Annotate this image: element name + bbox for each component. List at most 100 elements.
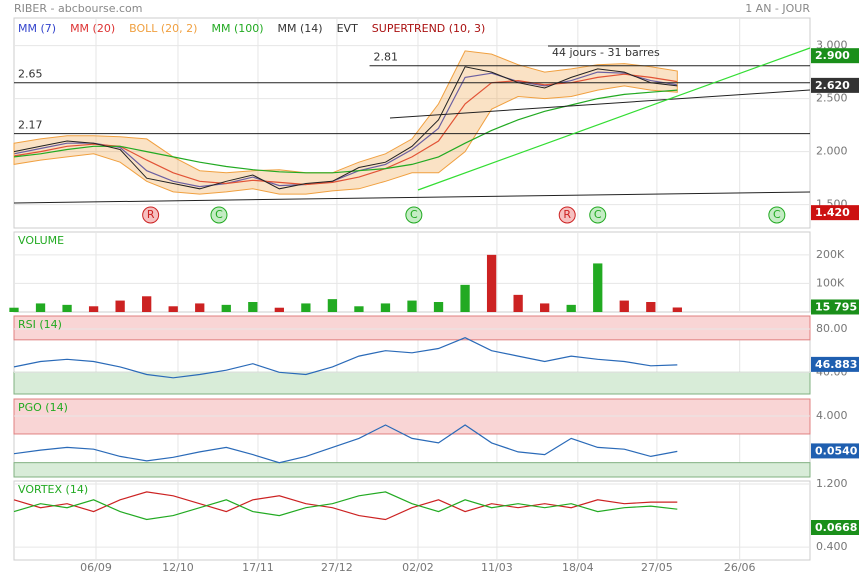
close-line	[13, 66, 678, 190]
legend-entry: MM (7)	[18, 22, 56, 35]
volume-bar	[9, 307, 19, 312]
panel-title: RSI (14)	[18, 318, 62, 331]
x-tick-label: 27/12	[321, 561, 353, 574]
series-line	[13, 491, 678, 521]
panel-title: VOLUME	[18, 234, 64, 247]
volume-bar	[168, 306, 178, 312]
panel-frame	[13, 17, 811, 229]
period: 1 AN - JOUR	[745, 2, 810, 15]
last-value-label: 46.883	[815, 358, 857, 371]
level-label: 2.65	[18, 68, 43, 81]
volume-bar	[354, 306, 364, 312]
volume-bar	[248, 302, 258, 312]
panel-frame	[13, 480, 811, 561]
event-marker	[558, 206, 576, 224]
last-value-label: 0.0540	[815, 444, 858, 457]
last-value-box	[811, 443, 859, 459]
volume-bar	[433, 302, 444, 312]
volume-bar	[619, 300, 629, 312]
trend-line	[389, 89, 811, 119]
y-tick-label: 80.00	[816, 322, 848, 335]
volume-bar	[486, 254, 497, 312]
trend-line	[417, 47, 811, 191]
last-value-box	[811, 520, 859, 535]
volume-bar	[221, 304, 231, 312]
volume-bar	[646, 302, 656, 312]
volume-bar	[593, 263, 603, 312]
volume-bar	[35, 303, 46, 312]
trend-line	[13, 191, 811, 204]
event-marker	[405, 206, 423, 224]
panel-title: PGO (14)	[18, 401, 68, 414]
panel-frame	[13, 231, 811, 313]
oversold-zone	[13, 371, 811, 395]
legend-entry: MM (100)	[211, 22, 263, 35]
price-box	[811, 77, 859, 93]
x-tick-label: 27/05	[641, 561, 673, 574]
volume-bar	[380, 303, 391, 312]
volume-bar	[327, 299, 338, 312]
price-box	[811, 48, 859, 64]
y-tick-label: 0.400	[816, 540, 848, 553]
last-value-box	[811, 299, 859, 315]
y-tick-label: 2.000	[816, 145, 848, 158]
y-tick-label: 1.200	[816, 477, 848, 490]
legend-entry: MM (14)	[278, 22, 323, 35]
event-label: R	[563, 208, 571, 221]
event-label: C	[594, 208, 602, 221]
event-label: C	[773, 208, 781, 221]
volume-bar	[88, 306, 99, 312]
level-label: 2.81	[374, 51, 399, 64]
event-marker	[210, 206, 228, 224]
y-tick-label: 100K	[816, 276, 845, 289]
chart-source: RIBER - abcbourse.com	[14, 2, 142, 15]
legend-entry: SUPERTREND (10, 3)	[372, 22, 486, 35]
event-label: R	[147, 208, 155, 221]
series-line	[13, 424, 678, 464]
series-line	[13, 491, 678, 521]
x-tick-label: 11/03	[481, 561, 513, 574]
last-value-box	[811, 356, 859, 372]
event-label: C	[410, 208, 418, 221]
price-label: 2.620	[815, 79, 850, 92]
x-tick-label: 18/04	[562, 561, 594, 574]
event-marker	[142, 206, 160, 224]
panel-title: VORTEX (14)	[18, 483, 88, 496]
price-label: 2.900	[815, 49, 850, 62]
volume-bar	[301, 303, 311, 312]
series-line	[13, 337, 678, 379]
bollinger-band	[13, 50, 678, 195]
annotation: 44 jours - 31 barres	[552, 46, 660, 59]
legend-entry: BOLL (20, 2)	[129, 22, 197, 35]
y-tick-label: 2.500	[816, 92, 848, 105]
y-tick-label: 200K	[816, 248, 845, 261]
legend-entry: EVT	[337, 22, 358, 35]
volume-bar	[460, 284, 470, 312]
y-tick-label: 4.000	[816, 409, 848, 422]
x-tick-label: 06/09	[80, 561, 112, 574]
x-tick-label: 02/02	[402, 561, 434, 574]
volume-bar	[407, 300, 417, 312]
volume-bar	[566, 304, 576, 312]
price-label: 1.420	[815, 206, 850, 219]
x-tick-label: 26/06	[724, 561, 756, 574]
x-tick-label: 17/11	[242, 561, 274, 574]
series-line	[13, 71, 678, 188]
plot-layer: 06/09 12/10 17/11 27/12 02/02 11/03 18/04 27/05…	[9, 17, 859, 574]
volume-bar	[115, 300, 125, 312]
oversold-zone	[13, 462, 811, 478]
event-label: C	[215, 208, 223, 221]
x-tick-label: 12/10	[162, 561, 194, 574]
last-value-label: 0.0668	[815, 521, 857, 534]
overbought-zone	[13, 315, 811, 341]
last-value-label: 15 795	[815, 300, 857, 313]
volume-bar	[540, 303, 550, 312]
event-marker	[589, 206, 607, 224]
level-label: 2.17	[18, 119, 43, 132]
volume-bar	[142, 296, 152, 312]
event-marker	[768, 206, 786, 224]
price-box	[811, 205, 859, 221]
legend-entry: MM (20)	[70, 22, 115, 35]
volume-bar	[195, 303, 205, 312]
